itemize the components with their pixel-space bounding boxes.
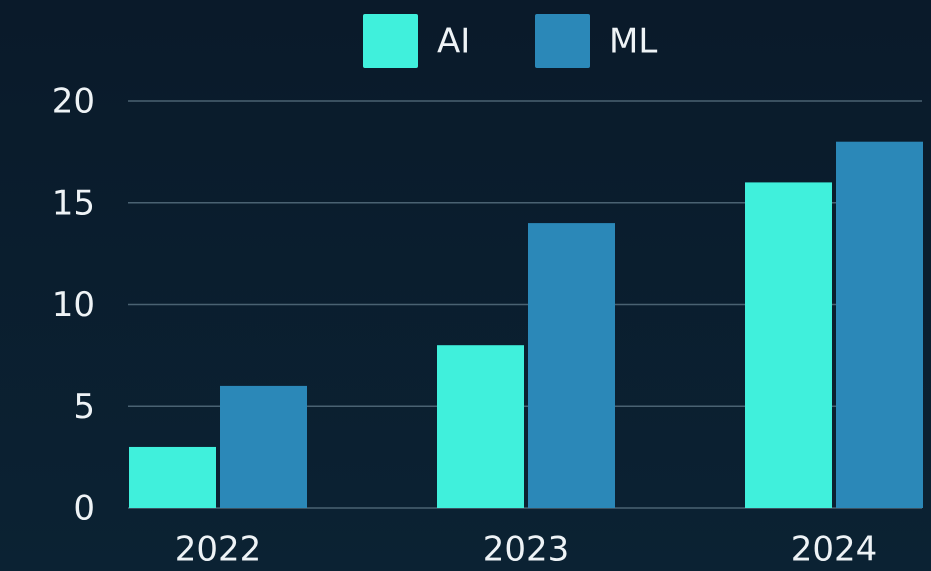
bar <box>528 223 615 508</box>
y-tick-label: 0 <box>73 489 95 529</box>
bar <box>437 345 524 508</box>
legend-label: ML <box>609 22 657 62</box>
y-tick-label: 5 <box>73 387 95 427</box>
y-tick-label: 20 <box>52 82 95 122</box>
legend-label: AI <box>437 22 470 62</box>
y-tick-label: 15 <box>52 183 95 223</box>
bar <box>220 385 307 508</box>
y-tick-label: 10 <box>52 285 95 325</box>
legend-swatch <box>535 14 590 68</box>
bar <box>745 182 832 508</box>
bar <box>129 446 216 508</box>
x-tick-label: 2023 <box>483 530 570 570</box>
bar <box>836 141 923 508</box>
legend-swatch <box>363 14 418 68</box>
x-tick-label: 2024 <box>791 530 878 570</box>
x-tick-label: 2022 <box>175 530 262 570</box>
